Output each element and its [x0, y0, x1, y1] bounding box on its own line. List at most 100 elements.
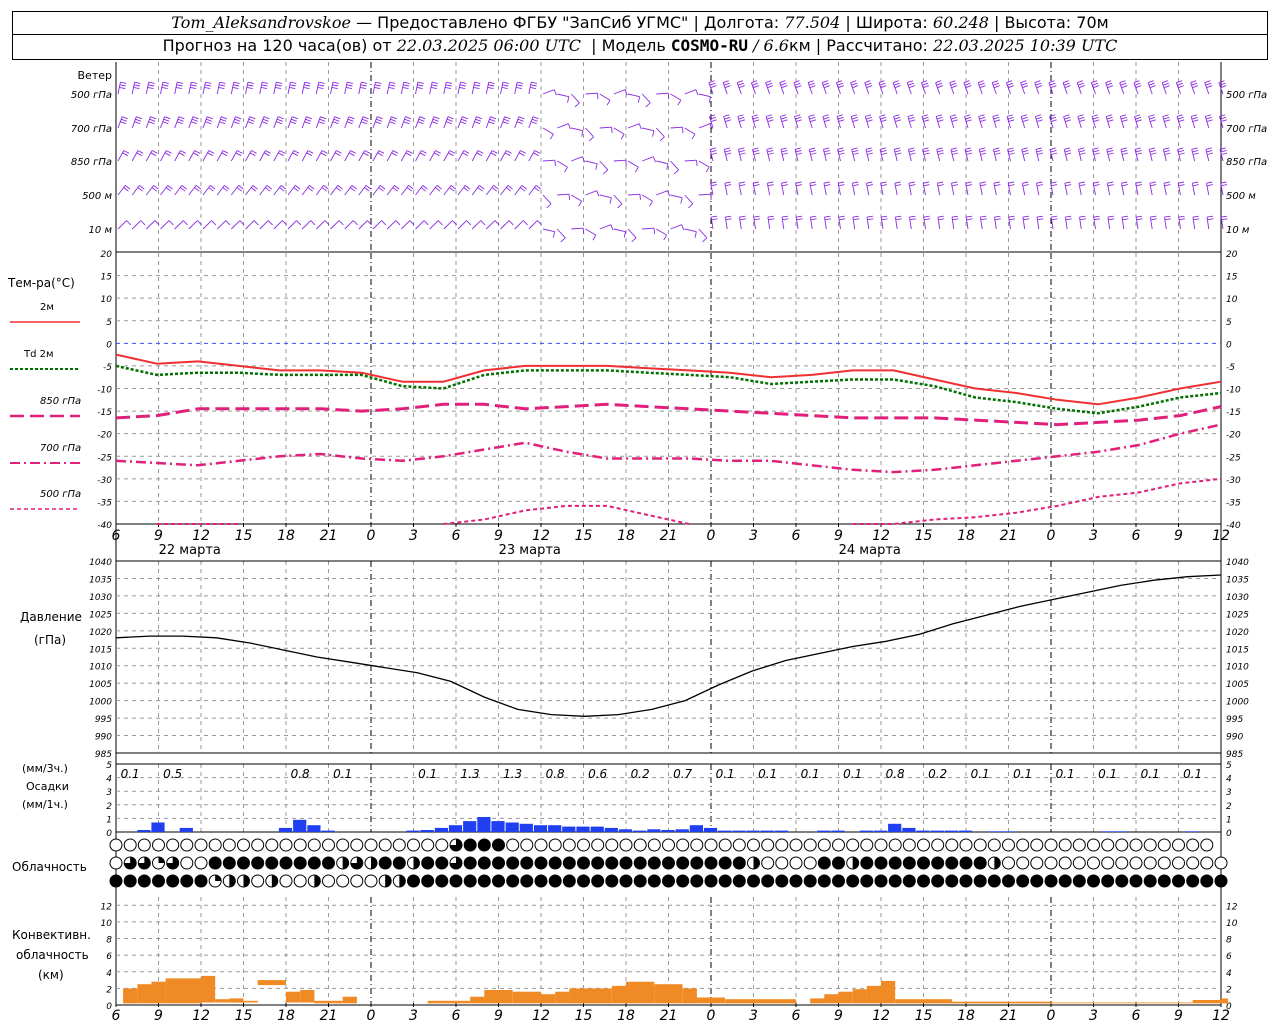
precip-bar: [321, 830, 335, 832]
cloud-symbol: [222, 838, 236, 852]
wind-barb: [1134, 147, 1143, 162]
wind-barb: [708, 80, 717, 95]
cloud-symbol: [336, 838, 350, 852]
wind-level-label: 10 м: [89, 225, 113, 236]
wind-barb: [301, 185, 315, 196]
wind-barb: [372, 150, 385, 162]
precip-bar: [477, 817, 491, 832]
cloud-symbol: [307, 838, 321, 852]
wind-barb: [571, 127, 584, 137]
wind-barb: [1161, 80, 1170, 95]
cloud-symbol: [137, 874, 151, 888]
wind-barb: [386, 116, 398, 129]
cloud-symbol: [421, 856, 435, 870]
wind-barb: [1134, 114, 1142, 129]
wind-level-label: 850 гПа: [71, 157, 112, 168]
conv-bar: [555, 991, 570, 1004]
wind-barb: [386, 81, 396, 95]
wind-barb: [372, 81, 382, 95]
top-xtick: 15: [235, 528, 253, 544]
pressure-ytick-right: 1035: [1226, 575, 1249, 585]
wind-barb: [485, 116, 497, 129]
wind-barb: [642, 156, 656, 163]
cloud-symbol: [732, 838, 746, 852]
wind-barb: [145, 185, 159, 196]
precip-bar: [307, 825, 321, 832]
conv-unit: (км): [38, 968, 64, 982]
cloud-symbol: [1087, 856, 1100, 870]
wind-barb: [698, 160, 710, 173]
wind-barb: [780, 181, 788, 196]
wind-barb: [301, 116, 313, 129]
pressure-ytick-right: 1000: [1226, 698, 1249, 708]
wind-barb: [443, 116, 454, 129]
wind-barb: [656, 92, 670, 100]
wind-barb: [752, 147, 760, 162]
cloud-symbol: [1200, 856, 1214, 870]
temp-ytick-right: -25: [1226, 453, 1241, 463]
temp-ytick: -15: [97, 408, 112, 418]
wind-barb: [1092, 181, 1100, 196]
cloud-symbol: [605, 856, 619, 870]
cloud-symbol: [1016, 874, 1030, 888]
cloud-symbol: [463, 874, 477, 888]
wind-barb: [1177, 181, 1185, 196]
cloud-symbol: [647, 856, 661, 870]
cloud-symbol: [633, 838, 647, 852]
bottom-xtick: 9: [834, 1008, 843, 1024]
conv-bar: [484, 990, 513, 1004]
pressure-ytick-right: 1015: [1226, 645, 1249, 655]
conv-bar: [1192, 1000, 1221, 1004]
wind-barb: [698, 228, 708, 243]
conv-ytick: 0: [106, 1002, 112, 1012]
cloud-symbol-fill: [342, 857, 349, 869]
bottom-xtick: 21: [320, 1008, 338, 1024]
cloud-symbol: [846, 838, 860, 852]
conv-bar: [895, 999, 952, 1004]
wind-barb: [1049, 147, 1058, 162]
wind-barb: [415, 81, 424, 95]
cloud-symbol: [945, 874, 959, 888]
wind-barb: [542, 89, 557, 96]
wind-barb: [287, 81, 297, 95]
cloud-symbol: [959, 838, 973, 852]
wind-barb: [528, 150, 541, 162]
wind-barb: [315, 185, 329, 196]
conv-bar: [229, 998, 244, 1003]
cloud-symbol: [846, 874, 860, 888]
cloud-symbol: [378, 838, 392, 852]
temp-ytick: 10: [101, 295, 113, 305]
cloud-symbol: [1172, 838, 1185, 852]
wind-barb: [821, 80, 830, 95]
cloud-symbol: [194, 838, 208, 852]
wind-barb: [273, 220, 287, 230]
wind-barb: [216, 150, 229, 162]
cloud-symbol: [1172, 856, 1185, 870]
wind-barb: [1005, 80, 1014, 95]
wind-barb: [723, 147, 732, 162]
wind-barb: [1036, 215, 1044, 230]
precip-bar: [463, 821, 477, 832]
cloud-symbol: [1129, 874, 1143, 888]
wind-barb: [188, 150, 201, 162]
cloud-symbol: [392, 856, 406, 870]
wind-barb: [709, 147, 718, 162]
temp-ytick: 20: [101, 250, 113, 260]
precip-bar: [944, 830, 958, 832]
wind-barb: [737, 147, 746, 162]
conv-bar: [951, 1001, 1051, 1004]
wind-barb: [767, 215, 775, 230]
cloud-symbol: [888, 856, 902, 870]
cloud-symbol: [562, 856, 576, 870]
wind-barb: [1063, 114, 1072, 129]
wind-barb: [892, 80, 901, 95]
wind-barb: [950, 147, 959, 162]
bottom-xtick: 6: [792, 1008, 801, 1024]
cloud-symbol: [1115, 874, 1129, 888]
cloud-symbol: [152, 874, 165, 888]
wind-barb: [330, 81, 339, 95]
bottom-xtick: 0: [367, 1008, 376, 1024]
pressure-ytick-right: 995: [1226, 715, 1243, 725]
precip-bar: [604, 827, 618, 832]
precip-ytick-right: 4: [1226, 775, 1232, 785]
